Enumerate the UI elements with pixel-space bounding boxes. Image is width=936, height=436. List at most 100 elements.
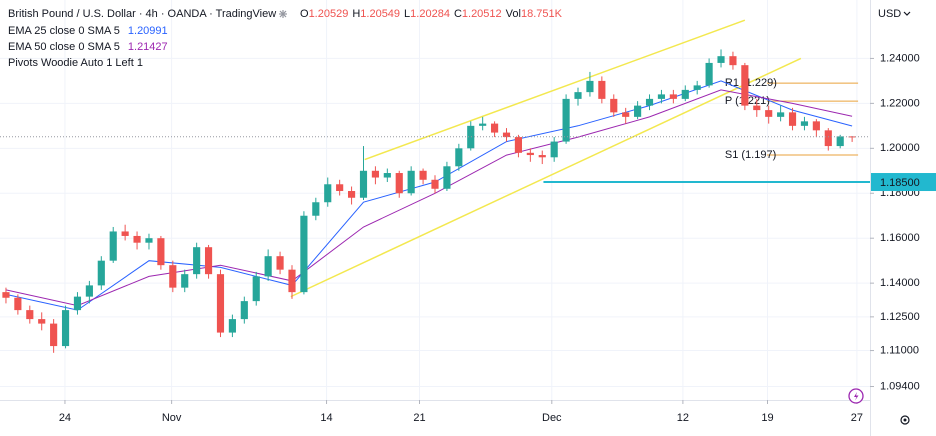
candle-body	[181, 274, 189, 288]
y-tick-label: 1.16000	[880, 232, 920, 244]
candle-body	[562, 98, 570, 142]
candle-body	[610, 98, 618, 113]
candle-body	[252, 276, 260, 302]
candle-body	[717, 56, 725, 63]
candle-body	[753, 105, 761, 111]
candle-body	[574, 92, 582, 99]
candle-body	[324, 184, 332, 203]
y-tick-label: 1.12500	[880, 311, 920, 323]
settings-star-icon[interactable]	[279, 10, 287, 18]
candle-body	[336, 184, 344, 192]
y-tick-label: 1.20000	[880, 142, 920, 154]
candle-body	[312, 202, 320, 216]
candle-body	[240, 301, 248, 320]
candle-body	[383, 173, 391, 178]
candle-body	[169, 265, 177, 288]
candle-body	[121, 231, 129, 236]
chart-header: British Pound / U.S. Dollar · 4h · OANDA…	[8, 8, 276, 20]
ohlc-value: 1.20284	[410, 8, 450, 20]
candle-body	[407, 170, 415, 194]
candle-body	[85, 285, 93, 297]
y-tick-label: 1.24000	[880, 52, 920, 64]
x-tick-label: 14	[320, 412, 332, 424]
candle-body	[359, 170, 368, 198]
ohlc-value: 1.20549	[360, 8, 400, 20]
candle-body	[502, 132, 511, 138]
ohlc-label: O	[300, 8, 309, 20]
price-level-label-box	[871, 173, 936, 192]
price-level-label: 1.18500	[880, 177, 920, 189]
candle-body	[14, 297, 22, 311]
candle-body	[50, 323, 58, 347]
legend-name: EMA 25 close 0 SMA 5	[8, 25, 120, 37]
candle-body	[157, 238, 165, 266]
ohlc-value: 1.20529	[309, 8, 349, 20]
ohlc-label: L	[404, 8, 410, 20]
candle-body	[133, 235, 141, 243]
candle-body	[669, 94, 677, 99]
indicator-label: Pivots Woodie Auto 1 Left 1	[8, 57, 143, 69]
candle-body	[455, 148, 463, 167]
axes: 1.240001.220001.200001.180001.160001.140…	[59, 8, 936, 424]
legend-entry: EMA 25 close 0 SMA 5 1.20991	[8, 25, 168, 37]
grid	[0, 0, 870, 400]
ohlc-label: C	[454, 8, 462, 20]
candle-body	[824, 130, 832, 147]
candle-body	[538, 155, 546, 158]
candle-body	[765, 110, 773, 117]
x-tick-label: 12	[677, 412, 689, 424]
x-tick-label: 27	[851, 412, 863, 424]
candle-body	[371, 170, 379, 178]
candle-body	[61, 310, 70, 347]
x-tick-label: 19	[761, 412, 773, 424]
settings-gear-icon[interactable]	[900, 415, 910, 425]
candle-body	[216, 274, 225, 333]
candle-body	[193, 247, 201, 275]
replay-icon[interactable]	[848, 388, 864, 404]
candle-body	[741, 65, 749, 106]
pivot-label: S1 (1.197)	[725, 149, 776, 161]
candle-body	[395, 173, 403, 194]
candle-body	[264, 256, 272, 277]
candle-body	[2, 292, 10, 298]
legend-name: EMA 50 close 0 SMA 5	[8, 41, 120, 53]
ohlc-value: 1.20512	[462, 8, 502, 20]
y-tick-label: 1.11000	[880, 344, 919, 356]
x-tick-label: 24	[59, 412, 71, 424]
x-tick-label: Nov	[162, 412, 182, 424]
currency-chevron[interactable]	[903, 11, 911, 16]
candle-body	[550, 141, 558, 158]
candle-body	[204, 247, 213, 275]
y-tick-label: 1.22000	[880, 97, 920, 109]
candle-body	[97, 260, 105, 286]
ohlc-readout: O1.20529 H1.20549 L1.20284 C1.20512 Vol18.75…	[300, 8, 563, 20]
candle-body	[431, 179, 439, 189]
candle-body	[145, 238, 153, 243]
channel-line	[364, 19, 746, 161]
candle-body	[526, 152, 534, 156]
plot-area: R1 (1.229)P (1.221)S1 (1.197)	[0, 19, 870, 353]
candle-body	[788, 112, 797, 126]
legend-entry: EMA 50 close 0 SMA 5 1.21427	[8, 41, 168, 53]
volume-value: 18.751K	[521, 8, 563, 20]
candle-body	[348, 191, 356, 198]
currency-label: USD	[878, 8, 901, 20]
pivot-label: R1 (1.229)	[725, 77, 777, 89]
candle-body	[800, 121, 809, 126]
candle-body	[693, 85, 701, 90]
y-tick-label: 1.14000	[880, 277, 920, 289]
candle-body	[645, 98, 654, 106]
candle-body	[812, 121, 820, 131]
candle-body	[276, 256, 284, 270]
candle-body	[419, 170, 427, 180]
legend-value: 1.20991	[128, 25, 168, 37]
candle-body	[657, 94, 666, 99]
candle-body	[777, 112, 785, 117]
candle-body	[634, 105, 642, 117]
x-tick-label: Dec	[542, 412, 562, 424]
candle-body	[109, 231, 117, 261]
y-tick-label: 1.09400	[880, 380, 920, 392]
candle-body	[38, 319, 46, 324]
